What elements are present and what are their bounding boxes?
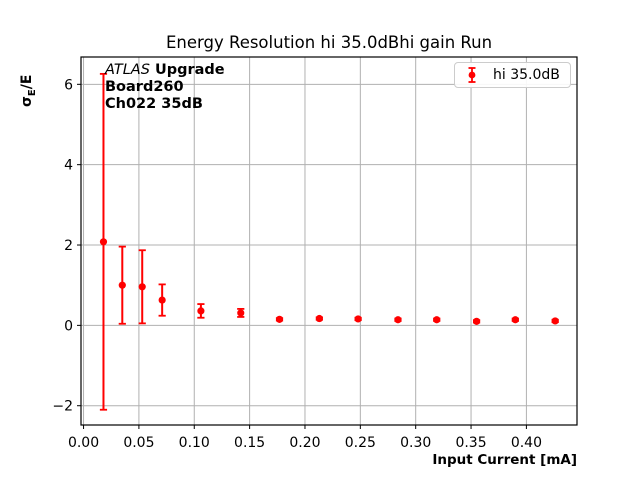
data-point-marker — [394, 316, 402, 324]
y-tick-label: 4 — [64, 158, 73, 174]
y-tick-label: −2 — [52, 399, 73, 415]
data-point-marker — [237, 309, 245, 317]
y-axis-label: σE/E — [19, 75, 38, 107]
data-point-marker — [354, 315, 362, 323]
y-axis-label-rest: /E — [19, 74, 35, 90]
x-tick-label: 0.10 — [179, 435, 210, 451]
x-tick-label: 0.15 — [234, 435, 265, 451]
data-point-marker — [472, 317, 481, 325]
x-tick-label: 0.40 — [511, 435, 542, 451]
errorbar-marker-icon — [468, 67, 476, 83]
data-point-marker — [551, 317, 559, 325]
annotation-upgrade: Upgrade — [154, 62, 225, 78]
x-axis-label: Input Current [mA] — [432, 452, 577, 468]
legend: hi 35.0dB — [454, 62, 571, 88]
y-tick-label: 2 — [64, 238, 73, 254]
data-point-marker — [433, 316, 441, 324]
data-point-marker — [158, 296, 166, 304]
x-tick-label: 0.20 — [289, 435, 320, 451]
data-point-marker — [315, 314, 323, 323]
x-tick-label: 0.25 — [345, 435, 376, 451]
data-point-marker — [275, 315, 284, 323]
legend-entry-label: hi 35.0dB — [493, 67, 560, 83]
data-point-marker — [99, 238, 108, 246]
y-axis-label-sigma: σ — [19, 96, 35, 107]
data-point-marker — [118, 281, 126, 289]
annotation-channel: Ch022 35dB — [105, 96, 203, 112]
annotation-line-experiment: ATLAS Upgrade — [105, 62, 225, 79]
data-point-marker — [138, 283, 146, 291]
data-point-marker — [197, 307, 205, 315]
annotation-board: Board260 — [105, 79, 184, 95]
axes-frame — [80, 56, 578, 426]
data-point-marker — [511, 316, 519, 324]
x-tick-label: 0.35 — [455, 435, 486, 451]
annotation-text: ATLAS Upgrade Board260 Ch022 35dB — [105, 62, 225, 113]
x-tick-label: 0.00 — [68, 435, 99, 451]
x-tick-label: 0.05 — [123, 435, 154, 451]
y-tick-label: 0 — [64, 318, 73, 334]
y-axis-label-subscript: E — [26, 89, 38, 97]
chart-title: Energy Resolution hi 35.0dBhi gain Run — [165, 33, 493, 52]
x-tick-label: 0.30 — [400, 435, 431, 451]
y-tick-label: 6 — [64, 77, 73, 93]
annotation-atlas: ATLAS — [105, 62, 150, 78]
